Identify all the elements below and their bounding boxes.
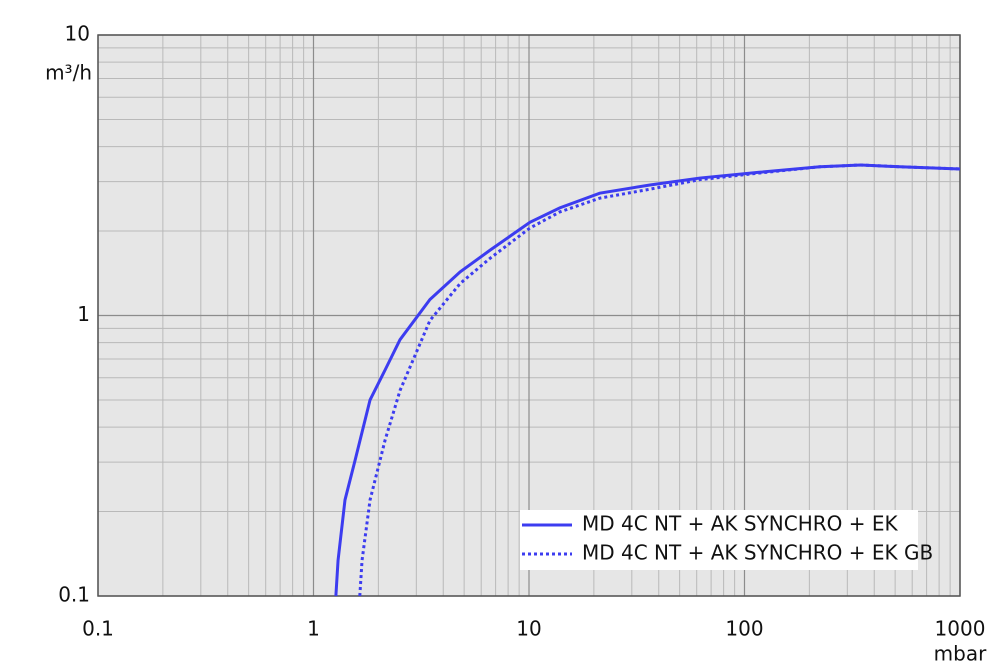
- legend-label: MD 4C NT + AK SYNCHRO + EK: [582, 512, 898, 536]
- x-tick-label: 100: [725, 617, 763, 641]
- x-tick-label: 10: [516, 617, 541, 641]
- legend-box: [520, 510, 918, 570]
- legend: MD 4C NT + AK SYNCHRO + EK MD 4C NT + AK …: [520, 510, 933, 570]
- legend-label: MD 4C NT + AK SYNCHRO + EK GB: [582, 541, 933, 565]
- x-tick-label: 0.1: [82, 617, 114, 641]
- y-tick-label: 1: [77, 302, 90, 326]
- data-line: [334, 163, 961, 597]
- y-tick-label: 10: [65, 22, 90, 46]
- x-tick-label: 1000: [935, 617, 986, 641]
- y-axis-label: m³/h: [45, 61, 92, 85]
- x-tick-label: 1: [307, 617, 320, 641]
- data-line: [358, 163, 961, 597]
- plot-border: [97, 34, 961, 597]
- y-tick-label: 0.1: [58, 583, 90, 607]
- x-axis-label: mbar: [934, 642, 987, 666]
